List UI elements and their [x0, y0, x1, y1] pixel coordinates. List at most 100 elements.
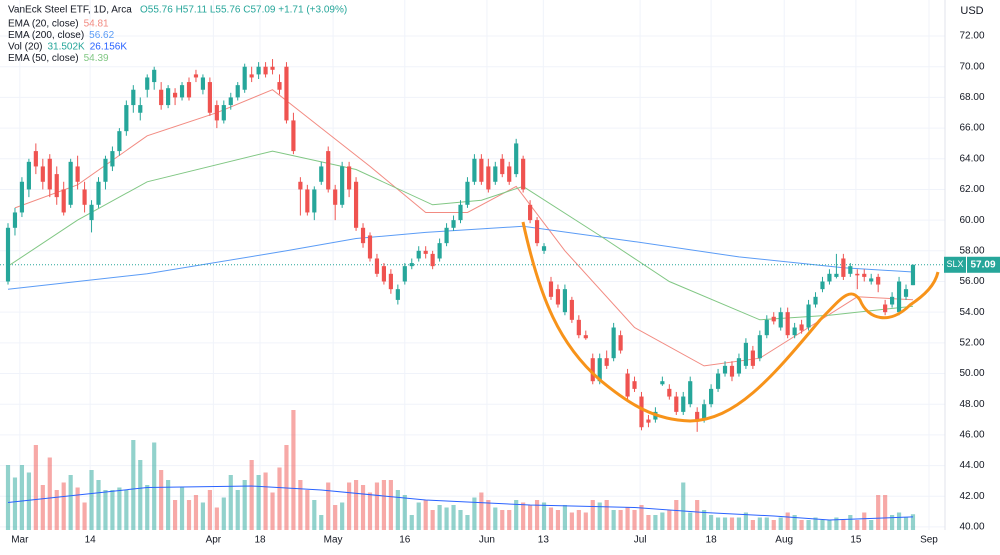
x-tick-label: Jul [634, 535, 647, 546]
candle-body [771, 316, 776, 322]
volume-bar [388, 480, 393, 530]
volume-bar [569, 512, 574, 530]
y-tick-label: 64.00 [959, 153, 984, 164]
y-tick-label: 50.00 [959, 368, 984, 379]
volume-bar [618, 510, 623, 530]
legend-value: 26.156K [90, 42, 128, 53]
symbol-tag-label: SLX [946, 259, 963, 269]
price-tag [967, 256, 1000, 273]
volume-bar [291, 410, 296, 530]
candle-body [729, 365, 735, 377]
candle-body [117, 131, 122, 152]
volume-bar [534, 500, 540, 530]
y-tick-label: 70.00 [959, 61, 984, 72]
candle-body [479, 158, 484, 182]
volume-bar [639, 505, 644, 530]
candle-body [395, 289, 400, 300]
candle-body [437, 243, 442, 259]
volume-bar [583, 512, 588, 530]
volume-bar [40, 485, 45, 530]
volume-bar [896, 512, 902, 530]
volume-bar [277, 467, 282, 530]
y-tick-label: 54.00 [959, 307, 984, 318]
volume-bar [514, 500, 519, 530]
candle-body [298, 181, 303, 190]
y-tick-label: 52.00 [959, 337, 984, 348]
x-tick-label: 18 [254, 535, 266, 546]
volume-bar [820, 520, 825, 530]
candle-body [806, 304, 811, 328]
candle-body [493, 166, 498, 182]
symbol-title: VanEck Steel ETF, 1D, Arca [8, 5, 132, 16]
volume-bar [597, 502, 602, 530]
candle-body [792, 327, 797, 336]
volume-bar [249, 460, 254, 530]
y-tick-label: 68.00 [959, 92, 984, 103]
volume-bar [200, 502, 206, 530]
candle-body [611, 327, 616, 359]
volume-bar [367, 492, 373, 530]
indicator-line [7, 225, 914, 290]
y-tick-label: 62.00 [959, 184, 984, 195]
volume-bar [374, 482, 380, 530]
candle-body [896, 281, 902, 313]
ohlc-readout: O55.76 H57.11 L55.76 C57.09 +1.71 (+3.09… [140, 5, 347, 16]
candle-body [827, 273, 832, 282]
candle-body [319, 166, 324, 182]
volume-bar [576, 510, 581, 530]
candle-body [291, 120, 296, 152]
volume-bar [179, 487, 185, 530]
candle-body [374, 258, 380, 274]
candle-body [458, 204, 463, 221]
volume-bar [305, 490, 310, 530]
candle-body [326, 151, 331, 190]
indicator-line [7, 150, 914, 321]
volume-bar [82, 502, 87, 530]
volume-bar [347, 482, 352, 530]
volume-bar [395, 490, 400, 530]
candle-body [555, 289, 561, 305]
y-tick-label: 66.00 [959, 123, 984, 134]
volume-bar [416, 502, 421, 530]
price-axis [945, 0, 1000, 550]
candle-body [583, 335, 588, 339]
legend-value: 31.502K [47, 42, 85, 53]
volume-bar [625, 507, 630, 530]
y-tick-label: 72.00 [959, 31, 984, 42]
legend-value: 54.81 [84, 19, 109, 30]
volume-bar [298, 480, 303, 530]
x-tick-label: Jun [479, 535, 495, 546]
candle-body [799, 324, 804, 331]
indicator-lines [0, 89, 945, 521]
volume-bar [333, 505, 338, 530]
volume-bar [75, 487, 80, 530]
candle-body [500, 158, 505, 175]
candle-body [521, 158, 526, 190]
volume-bar [702, 510, 707, 530]
volume-bar [423, 500, 428, 530]
volume-bar [221, 497, 226, 530]
volume-bar [172, 500, 178, 530]
y-tick-label: 58.00 [959, 245, 984, 256]
candle-body [576, 319, 581, 336]
volume-bar [876, 495, 881, 530]
candle-body [312, 189, 317, 213]
candles [5, 59, 916, 432]
candle-body [528, 204, 533, 221]
volume-bar [228, 475, 233, 530]
candle-body [340, 166, 345, 205]
volume-bar [653, 515, 658, 530]
volume-bar [458, 510, 463, 530]
volume-pane [5, 410, 916, 530]
legend: VanEck Steel ETF, 1D, Arca O55.76 H57.11… [8, 5, 347, 65]
candle-body [138, 105, 143, 113]
volume-bar [590, 500, 595, 530]
volume-bar [729, 517, 735, 530]
candle-body [632, 381, 637, 389]
volume-bar [486, 500, 491, 530]
volume-bar [869, 520, 874, 530]
candle-body [423, 250, 428, 254]
volume-bar [834, 517, 839, 530]
volume-bar [528, 505, 533, 530]
candle-body [33, 151, 38, 167]
